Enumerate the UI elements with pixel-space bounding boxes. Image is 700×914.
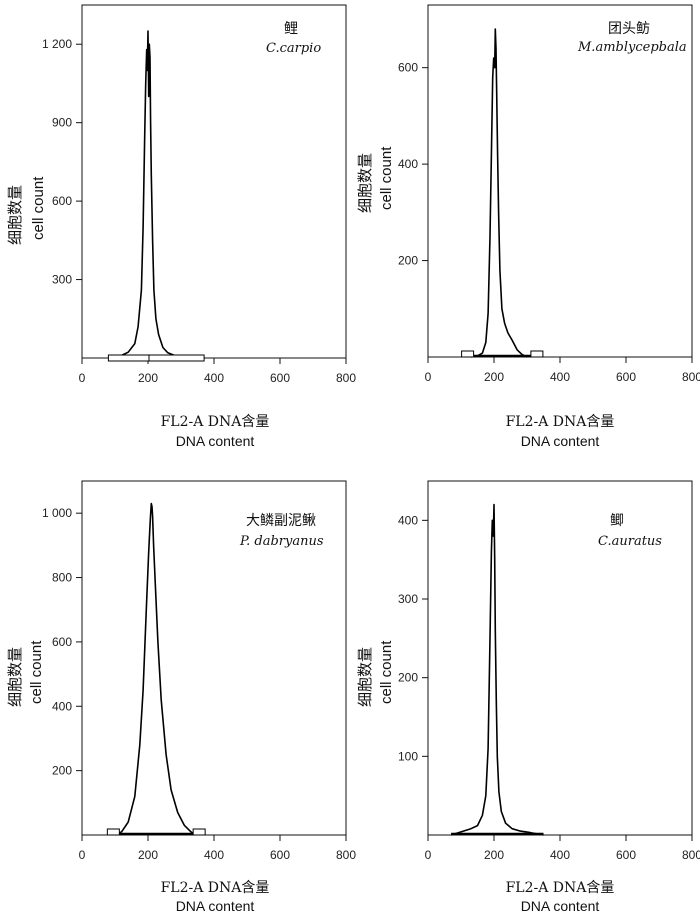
x-axis-label-en: DNA content <box>520 898 600 914</box>
chart-svg-4: 0 200 400 600 800 100 200 300 400 <box>398 480 700 862</box>
y-axis-label-en: cell count <box>378 146 395 210</box>
chart-panel-2: 0 200 400 600 800 200 400 600 细胞数量 cell count 团… <box>350 0 700 457</box>
x-axis-label-en: DNA content <box>520 433 600 449</box>
chart-svg-1: 0 200 400 600 800 300 600 900 1 200 <box>42 4 356 385</box>
y-axis-label-cn: 细胞数量 <box>6 646 24 707</box>
x-axis-label-en: DNA content <box>175 898 255 914</box>
y-tick-label: 1 000 <box>42 506 72 520</box>
plot-frame <box>427 4 693 358</box>
histogram-trace <box>114 502 197 836</box>
x-tick-label: 200 <box>138 371 158 385</box>
x-tick-label: 200 <box>484 848 504 862</box>
y-tick-label: 400 <box>398 157 418 171</box>
y-tick-label: 400 <box>398 513 418 527</box>
x-tick-label: 600 <box>616 848 636 862</box>
gate-marker <box>530 350 544 358</box>
x-axis-label-en: DNA content <box>175 433 255 449</box>
y-axis-label-en: cell count <box>30 176 47 240</box>
x-tick-label: 400 <box>204 371 224 385</box>
y-axis-label-cn: 细胞数量 <box>6 184 24 245</box>
y-tick-label: 100 <box>398 749 418 763</box>
y-tick-label: 300 <box>52 273 72 287</box>
x-tick-label: 800 <box>682 370 700 384</box>
x-tick-label: 800 <box>336 848 356 862</box>
species-name-latin: C.auratus <box>598 534 662 549</box>
x-tick-label: 800 <box>682 848 700 862</box>
gate-marker <box>106 828 120 836</box>
species-name-cn: 鲫 <box>610 513 624 529</box>
histogram-trace <box>450 503 544 836</box>
x-axis-label-cn: FL2-A DNA含量 <box>505 880 615 896</box>
x-tick-label: 200 <box>138 848 158 862</box>
histogram-trace <box>470 28 528 358</box>
y-tick-label: 200 <box>398 254 418 268</box>
chart-svg-3: 0 200 400 600 800 200 400 600 800 1 000 <box>42 480 356 862</box>
x-tick-label: 0 <box>425 370 432 384</box>
gate-bar <box>107 354 205 362</box>
species-name-cn: 鲤 <box>284 21 298 37</box>
x-tick-label: 400 <box>550 848 570 862</box>
y-tick-label: 600 <box>398 61 418 75</box>
chart-panel-3: 0 200 400 600 800 200 400 600 800 1 000 细胞数量 cell… <box>0 457 356 914</box>
x-tick-label: 400 <box>204 848 224 862</box>
y-axis-label-cn: 细胞数量 <box>356 646 374 707</box>
species-name-cn: 团头鲂 <box>608 21 650 37</box>
y-tick-label: 600 <box>52 635 72 649</box>
x-axis-label-cn: FL2-A DNA含量 <box>160 414 270 430</box>
plot-frame <box>81 4 347 359</box>
x-tick-label: 800 <box>336 371 356 385</box>
species-name-latin: C.carpio <box>266 41 322 56</box>
x-tick-label: 400 <box>550 370 570 384</box>
histogram-trace <box>108 30 205 359</box>
y-axis-label-en: cell count <box>28 640 45 704</box>
y-tick-label: 900 <box>52 116 72 130</box>
y-tick-label: 200 <box>398 671 418 685</box>
chart-panel-1: 0 200 400 600 800 300 600 900 1 200 细胞数量 cell co… <box>0 0 356 457</box>
gate-marker <box>461 350 475 358</box>
x-tick-label: 200 <box>484 370 504 384</box>
species-name-cn: 大鳞副泥鳅 <box>246 513 316 529</box>
y-tick-label: 300 <box>398 592 418 606</box>
y-tick-label: 600 <box>52 194 72 208</box>
gate-marker <box>192 828 206 836</box>
x-tick-label: 600 <box>270 848 290 862</box>
y-tick-label: 1 200 <box>42 37 72 51</box>
y-tick-label: 800 <box>52 571 72 585</box>
y-axis-label-cn: 细胞数量 <box>356 152 374 213</box>
y-tick-label: 200 <box>52 764 72 778</box>
x-tick-label: 600 <box>616 370 636 384</box>
chart-svg-2: 0 200 400 600 800 200 400 600 <box>398 4 700 384</box>
x-axis-label-cn: FL2-A DNA含量 <box>505 414 615 430</box>
y-axis-label-en: cell count <box>378 640 395 704</box>
x-tick-label: 0 <box>79 371 86 385</box>
x-tick-label: 0 <box>79 848 86 862</box>
chart-panel-4: 0 200 400 600 800 100 200 300 400 细胞数量 cell coun… <box>350 457 700 914</box>
species-name-latin: M.amblycepbala <box>578 40 687 55</box>
x-tick-label: 600 <box>270 371 290 385</box>
x-axis-label-cn: FL2-A DNA含量 <box>160 880 270 896</box>
y-tick-label: 400 <box>52 699 72 713</box>
species-name-latin: P. dabryanus <box>240 534 324 549</box>
x-tick-label: 0 <box>425 848 432 862</box>
